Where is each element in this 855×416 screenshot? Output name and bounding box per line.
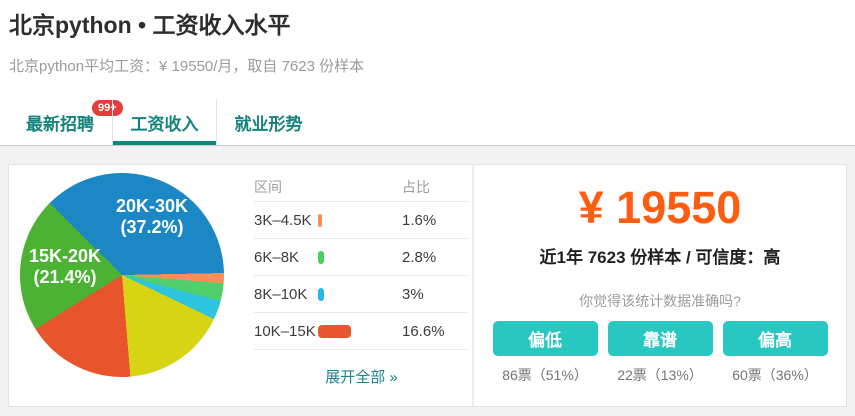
- vote-accurate-button[interactable]: 靠谱: [607, 321, 713, 356]
- bar-cell: [318, 287, 402, 301]
- bar-cell: [318, 213, 402, 227]
- vote-too-high-button[interactable]: 偏高: [722, 321, 828, 356]
- vote-buttons-row: 偏低 86票（51%） 靠谱 22票（13%） 偏高 60票（36%）: [492, 321, 828, 385]
- vote-accurate-count: 22票（13%）: [617, 367, 703, 383]
- vote-col-high: 偏高 60票（36%）: [722, 321, 828, 385]
- vote-too-low-button[interactable]: 偏低: [492, 321, 598, 356]
- content-background: 20K-30K (37.2%) 15K-20K (21.4%) 区间 占比 3K…: [0, 146, 855, 416]
- range-label: 10K–15K: [254, 322, 316, 340]
- vote-too-low-count: 86票（51%）: [502, 367, 588, 383]
- share-value: 3%: [402, 285, 424, 303]
- tab-salary-income-label: 工资收入: [130, 114, 199, 134]
- salary-summary-panel: ¥ 19550 近1年 7623 份样本 / 可信度：高 你觉得该统计数据准确吗…: [472, 165, 846, 406]
- salary-distribution-pie-chart[interactable]: [20, 173, 224, 377]
- page-subtitle: 北京python平均工资：¥ 19550/月，取自 7623 份样本: [9, 58, 365, 75]
- distribution-bar: [318, 324, 351, 338]
- vote-col-low: 偏低 86票（51%）: [492, 321, 598, 385]
- distribution-bar: [318, 250, 324, 264]
- table-row: 8K–10K 3%: [254, 276, 469, 313]
- range-label: 6K–8K: [254, 248, 300, 266]
- average-salary-value: ¥ 19550: [578, 182, 742, 233]
- share-value: 2.8%: [402, 248, 437, 266]
- pie-chart-area: 20K-30K (37.2%) 15K-20K (21.4%): [9, 165, 246, 406]
- tab-employment-trend[interactable]: 就业形势: [216, 99, 320, 145]
- tab-salary-income[interactable]: 工资收入: [112, 99, 216, 145]
- column-header-range: 区间: [254, 179, 282, 195]
- table-header-row: 区间 占比: [254, 177, 469, 202]
- share-value: 16.6%: [402, 322, 445, 340]
- table-row: 6K–8K 2.8%: [254, 239, 469, 276]
- tab-latest-jobs-label: 最新招聘: [26, 114, 94, 134]
- accuracy-question: 你觉得该统计数据准确吗?: [579, 293, 741, 309]
- column-header-share: 占比: [402, 179, 430, 195]
- tab-bar: 最新招聘 99+ 工资收入 就业形势: [0, 99, 855, 146]
- range-label: 3K–4.5K: [254, 211, 312, 229]
- sample-confidence-line: 近1年 7623 份样本 / 可信度：高: [539, 248, 781, 267]
- bar-cell: [318, 324, 402, 338]
- tab-employment-trend-label: 就业形势: [234, 114, 303, 134]
- range-label: 8K–10K: [254, 285, 308, 303]
- vote-too-high-count: 60票（36%）: [732, 367, 818, 383]
- bar-cell: [318, 250, 402, 264]
- page-title: 北京python • 工资收入水平: [9, 12, 291, 38]
- share-value: 1.6%: [402, 211, 437, 229]
- distribution-table: 区间 占比 3K–4.5K 1.6% 6K–8K 2.8% 8K–10K 3% …: [246, 165, 472, 406]
- expand-all-link[interactable]: 展开全部 »: [325, 369, 398, 386]
- vote-col-accurate: 靠谱 22票（13%）: [607, 321, 713, 385]
- page-header: 北京python • 工资收入水平 北京python平均工资：¥ 19550/月…: [0, 0, 855, 76]
- distribution-bar: [318, 287, 324, 301]
- table-row: 3K–4.5K 1.6%: [254, 202, 469, 239]
- tab-latest-jobs[interactable]: 最新招聘 99+: [8, 99, 124, 145]
- salary-card: 20K-30K (37.2%) 15K-20K (21.4%) 区间 占比 3K…: [8, 164, 847, 407]
- distribution-bar: [318, 213, 322, 227]
- table-row: 10K–15K 16.6%: [254, 313, 469, 350]
